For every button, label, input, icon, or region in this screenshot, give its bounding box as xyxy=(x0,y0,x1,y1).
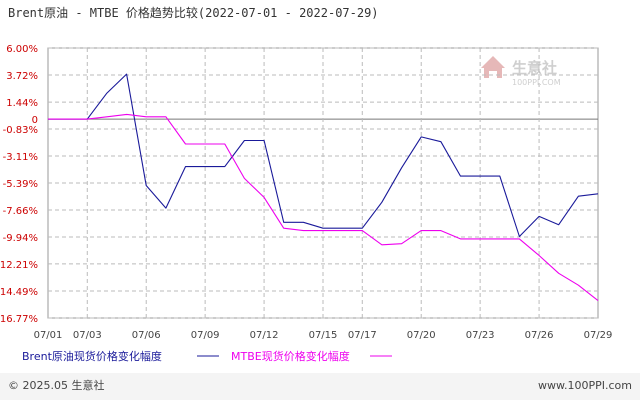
x-tick-label: 07/29 xyxy=(584,330,613,341)
y-tick-label: 3.72% xyxy=(6,71,38,82)
x-tick-label: 07/20 xyxy=(407,330,436,341)
legend: Brent原油现货价格变化幅度 MTBE现货价格变化幅度 xyxy=(22,349,392,363)
y-tick-label: -9.94% xyxy=(3,233,38,244)
y-tick-label: 1.44% xyxy=(6,98,38,109)
y-tick-label: 0 xyxy=(32,115,38,126)
footer-bar xyxy=(0,373,640,400)
house-logo-icon xyxy=(481,56,505,78)
x-tick-label: 07/12 xyxy=(250,330,279,341)
y-tick-label: -16.77% xyxy=(0,314,38,325)
series-layer xyxy=(48,73,599,302)
series-line-brent xyxy=(48,73,599,238)
x-tick-label: 07/01 xyxy=(34,330,63,341)
chart-title: Brent原油 - MTBE 价格趋势比较(2022-07-01 - 2022-… xyxy=(8,5,379,20)
y-tick-label: -5.39% xyxy=(3,179,38,190)
watermark-url: 100PPI.COM xyxy=(512,78,561,87)
x-axis: 07/01 07/03 07/06 07/09 07/12 07/15 07/17 07/20… xyxy=(34,330,613,341)
y-tick-label: -3.11% xyxy=(3,152,38,163)
watermark-name: 生意社 xyxy=(512,59,557,77)
x-tick-label: 07/17 xyxy=(348,330,377,341)
x-tick-label: 07/06 xyxy=(132,330,161,341)
y-tick-label: -14.49% xyxy=(0,287,38,298)
x-tick-label: 07/03 xyxy=(73,330,102,341)
y-tick-label: -12.21% xyxy=(0,260,38,271)
y-tick-label: -0.83% xyxy=(3,125,38,136)
footer-copyright: © 2025.05 生意社 xyxy=(8,378,104,392)
watermark-logo: 生意社 100PPI.COM xyxy=(481,56,561,87)
x-tick-label: 07/26 xyxy=(525,330,554,341)
y-axis: 6.00% 3.72% 1.44% 0-0.83% -3.11% -5.39% -7.66%… xyxy=(0,44,38,325)
y-tick-label: 6.00% xyxy=(6,44,38,55)
y-tick-label: -7.66% xyxy=(3,206,38,217)
x-tick-label: 07/23 xyxy=(466,330,495,341)
x-tick-label: 07/09 xyxy=(191,330,220,341)
series-line-mtbe xyxy=(48,113,599,302)
x-tick-label: 07/15 xyxy=(309,330,338,341)
legend-label-mtbe: MTBE现货价格变化幅度 xyxy=(231,349,350,363)
grid-layer xyxy=(48,47,598,319)
footer-website: www.100PPI.com xyxy=(538,379,632,392)
legend-label-brent: Brent原油现货价格变化幅度 xyxy=(22,349,162,363)
